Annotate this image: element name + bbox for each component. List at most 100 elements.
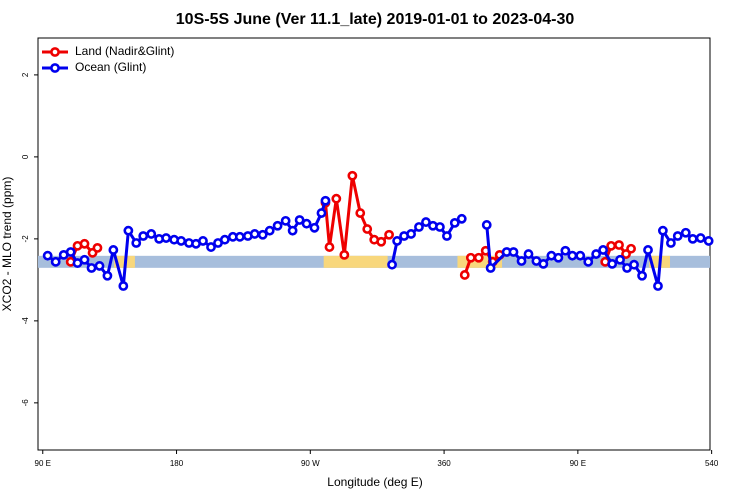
y-tick-label: 0	[21, 154, 30, 159]
data-point	[575, 250, 586, 261]
data-point	[421, 217, 431, 227]
legend-marker	[50, 47, 60, 57]
y-tick-label: -2	[21, 235, 30, 243]
data-point	[272, 220, 283, 231]
data-point	[42, 250, 53, 261]
y-tick-label: -6	[21, 399, 30, 407]
data-point	[249, 229, 260, 239]
data-point	[331, 193, 342, 204]
data-point	[615, 254, 625, 265]
data-point	[309, 222, 320, 233]
data-point	[316, 208, 327, 218]
data-point	[320, 195, 331, 206]
data-point	[465, 252, 476, 263]
data-point	[376, 236, 387, 247]
data-point	[324, 242, 335, 252]
x-tick-label: 540	[705, 459, 719, 468]
data-point	[538, 258, 549, 269]
data-point	[449, 217, 460, 228]
data-point	[508, 247, 519, 257]
data-point	[118, 281, 129, 291]
land-band	[323, 255, 388, 268]
data-point	[108, 245, 119, 255]
data-point	[695, 233, 706, 243]
data-point	[65, 247, 76, 257]
data-point	[387, 259, 397, 270]
data-point	[287, 225, 298, 236]
data-point	[414, 222, 424, 232]
data-point	[560, 245, 571, 256]
data-point	[198, 236, 208, 246]
data-point	[687, 233, 698, 244]
data-point	[138, 231, 149, 241]
data-point	[607, 258, 618, 269]
x-tick-label: 360	[437, 459, 451, 468]
data-point	[626, 243, 636, 254]
data-point	[392, 236, 403, 246]
data-point	[442, 231, 452, 241]
data-point	[680, 227, 691, 238]
data-point	[264, 225, 275, 236]
data-point	[339, 249, 350, 260]
data-point	[50, 256, 61, 267]
data-point	[355, 208, 366, 218]
data-point	[146, 229, 157, 239]
data-point	[614, 240, 624, 250]
chart-title: 10S-5S June (Ver 11.1_late) 2019-01-01 t…	[176, 11, 575, 28]
data-point	[102, 270, 113, 281]
data-point	[347, 170, 358, 181]
data-point	[94, 261, 105, 271]
data-point	[666, 238, 676, 248]
y-tick-label: 2	[21, 72, 30, 77]
data-point	[598, 245, 609, 255]
x-tick-label: 90 W	[301, 459, 320, 468]
data-point	[92, 242, 103, 253]
data-point	[435, 222, 445, 232]
data-point	[301, 218, 312, 229]
data-point	[161, 233, 172, 243]
data-point	[473, 252, 484, 263]
data-point	[583, 256, 594, 267]
data-point	[516, 256, 527, 266]
data-point	[123, 225, 134, 236]
data-point	[606, 240, 617, 251]
data-point	[629, 259, 639, 270]
y-axis-label: XCO2 - MLO trend (ppm)	[0, 177, 14, 312]
data-point	[643, 245, 653, 255]
data-point	[384, 229, 394, 240]
data-point	[86, 263, 97, 273]
data-point	[131, 238, 142, 248]
data-point	[657, 225, 668, 236]
data-point	[523, 249, 534, 259]
data-point	[591, 249, 602, 259]
data-point	[553, 252, 564, 263]
data-point	[672, 231, 683, 241]
x-tick-label: 90 E	[35, 459, 51, 468]
data-point	[219, 234, 230, 245]
data-point	[459, 270, 470, 280]
data-point	[567, 250, 578, 261]
y-tick-label: -4	[21, 317, 30, 325]
data-point	[234, 231, 245, 242]
data-point	[637, 270, 647, 281]
data-point	[294, 215, 305, 225]
x-tick-label: 90 E	[570, 459, 586, 468]
legend-marker	[50, 63, 60, 73]
data-point	[79, 238, 90, 249]
data-point	[79, 254, 90, 265]
legend-label: Land (Nadir&Glint)	[75, 44, 174, 58]
data-point	[406, 229, 416, 239]
data-point	[206, 242, 216, 252]
data-point	[653, 281, 663, 291]
data-point	[485, 263, 496, 273]
data-point	[176, 236, 187, 246]
data-point	[362, 224, 373, 234]
data-point	[280, 215, 291, 226]
data-point	[456, 213, 467, 224]
legend-label: Ocean (Glint)	[75, 60, 146, 74]
data-point	[703, 236, 714, 246]
x-axis-label: Longitude (deg E)	[327, 475, 422, 489]
data-point	[481, 220, 492, 230]
